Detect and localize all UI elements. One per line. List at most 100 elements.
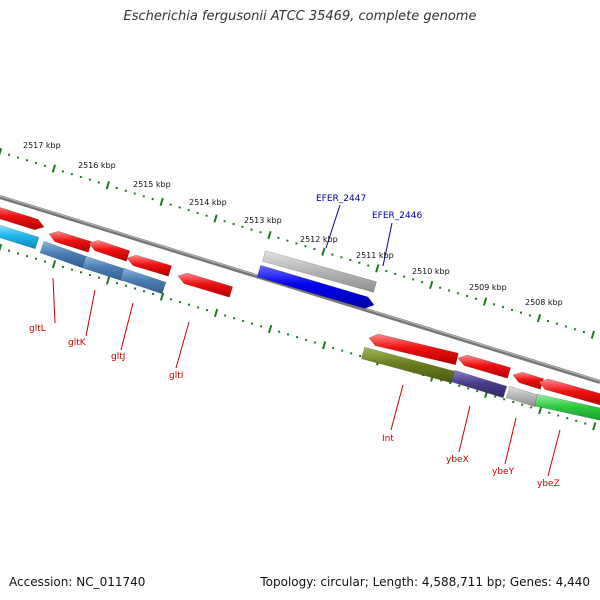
gene-leader-line xyxy=(85,289,96,337)
ruler-outer-dot xyxy=(573,328,576,331)
ruler-inner-dot xyxy=(206,309,209,312)
gene-arrow-EFER_2446 xyxy=(256,264,375,309)
ruler-outer-tick xyxy=(0,147,3,156)
accession-text: Accession: NC_011740 xyxy=(9,575,146,589)
gene-leader-line xyxy=(547,429,561,477)
gene-label: gltJ xyxy=(111,352,125,362)
gene-arrow-steel-1 xyxy=(39,240,87,269)
ruler-outer-tick xyxy=(482,297,488,306)
ruler-outer-dot xyxy=(340,256,343,259)
ruler-inner-dot xyxy=(80,271,83,274)
gene-arrow-gltL-partner xyxy=(48,230,93,253)
ruler-inner-dot xyxy=(476,390,479,393)
kbp-label: 2508 kbp xyxy=(525,298,563,307)
ruler-outer-dot xyxy=(97,181,100,184)
ruler-inner-dot xyxy=(566,417,569,420)
ruler-outer-dot xyxy=(466,295,469,298)
gene-arrow-ybeZ xyxy=(534,393,600,421)
label-layer: 2517 kbp 2516 kbp 2515 kbp 2514 kbp 2513 kbp… xyxy=(23,141,563,489)
gene-leader-line xyxy=(390,384,404,431)
gene-leader-line xyxy=(504,417,517,465)
ruler-outer-dot xyxy=(385,270,388,273)
ruler-inner-dot xyxy=(440,379,443,382)
gene-label: gltI xyxy=(169,371,183,381)
gene-arrow-ybeY xyxy=(505,385,540,408)
ruler-outer-dot xyxy=(43,164,46,167)
ruler-inner-dot xyxy=(62,265,65,268)
gene-label: ybeY xyxy=(492,467,515,477)
ruler-inner-dot xyxy=(449,382,452,385)
ruler-inner-dot xyxy=(314,341,317,344)
ruler-outer-tick xyxy=(159,197,164,206)
gene-leader-line xyxy=(175,321,190,369)
ruler-outer-dot xyxy=(205,214,208,217)
ruler-outer-dot xyxy=(241,225,244,228)
ruler-inner-dot xyxy=(260,325,263,328)
ruler-outer-tick xyxy=(590,330,595,339)
ruler-outer-dot xyxy=(295,242,298,245)
ruler-inner-dot xyxy=(557,414,560,417)
ruler-outer-dot xyxy=(232,223,235,226)
gene-arrow-ybeZ-partner xyxy=(538,378,600,406)
ruler-outer-dot xyxy=(34,162,37,165)
ruler-outer-dot xyxy=(178,206,181,209)
kbp-label: 2516 kbp xyxy=(78,161,116,170)
ruler-outer-dot xyxy=(502,306,505,309)
gene-arrow-steel-2 xyxy=(81,255,127,282)
kbp-label: 2512 kbp xyxy=(300,235,338,244)
gene-label: Int xyxy=(382,434,394,444)
ruler-outer-dot xyxy=(546,319,549,322)
ruler-inner-dot xyxy=(467,387,470,390)
ruler-outer-dot xyxy=(493,303,496,306)
kbp-label: 2515 kbp xyxy=(133,180,171,189)
ruler-outer-dot xyxy=(448,289,451,292)
ruler-outer-dot xyxy=(115,187,118,190)
gene-arrow-Int xyxy=(361,346,455,384)
gene-arrow-gltI xyxy=(177,272,233,298)
kbp-label: 2517 kbp xyxy=(23,141,61,150)
gene-leader-line xyxy=(325,204,341,249)
ruler-inner-tick xyxy=(538,405,543,415)
ruler-outer-tick xyxy=(51,164,57,173)
ruler-inner-dot xyxy=(278,330,281,333)
ruler-outer-dot xyxy=(25,159,28,162)
kbp-label: 2511 kbp xyxy=(356,251,394,260)
ruler-inner-dot xyxy=(89,274,92,277)
gene-arrow-ybeY-partner xyxy=(512,371,544,390)
ruler-inner-dot xyxy=(584,422,587,425)
ruler-inner-dot xyxy=(17,252,20,255)
ruler-inner-dot xyxy=(170,298,173,301)
ruler-outer-tick xyxy=(213,214,218,223)
ruler-inner-dot xyxy=(530,406,533,409)
ruler-inner-tick xyxy=(159,292,165,301)
gene-leader-line xyxy=(120,302,134,351)
gene-arrow-Int-partner xyxy=(368,333,459,366)
ruler-outer-tick xyxy=(105,181,110,190)
kbp-label: 2513 kbp xyxy=(244,216,282,225)
ruler-inner-tick xyxy=(267,324,273,334)
ruler-layer xyxy=(0,147,597,431)
gene-label: EFER_2447 xyxy=(316,194,366,204)
ruler-outer-dot xyxy=(259,231,262,234)
gene-label: gltK xyxy=(68,338,87,348)
gene-arrow-cyan xyxy=(0,224,40,250)
ruler-outer-dot xyxy=(349,259,352,262)
ruler-inner-dot xyxy=(332,346,335,349)
ruler-inner-dot xyxy=(548,411,551,414)
ruler-outer-dot xyxy=(7,153,10,156)
ruler-inner-dot xyxy=(8,249,11,252)
ruler-inner-dot xyxy=(341,349,344,352)
gene-arrow-ybeX xyxy=(450,369,508,399)
ruler-outer-tick xyxy=(536,314,542,323)
ruler-inner-dot xyxy=(71,268,74,271)
genome-backbone xyxy=(0,195,600,384)
ruler-outer-dot xyxy=(358,261,361,264)
ruler-inner-dot xyxy=(35,257,38,260)
ruler-outer-tick xyxy=(375,264,380,273)
ruler-outer-dot xyxy=(16,156,19,159)
ruler-inner-dot xyxy=(116,282,119,285)
ruler-outer-dot xyxy=(412,278,415,281)
ruler-inner-dot xyxy=(251,322,254,325)
ruler-outer-dot xyxy=(223,220,226,223)
